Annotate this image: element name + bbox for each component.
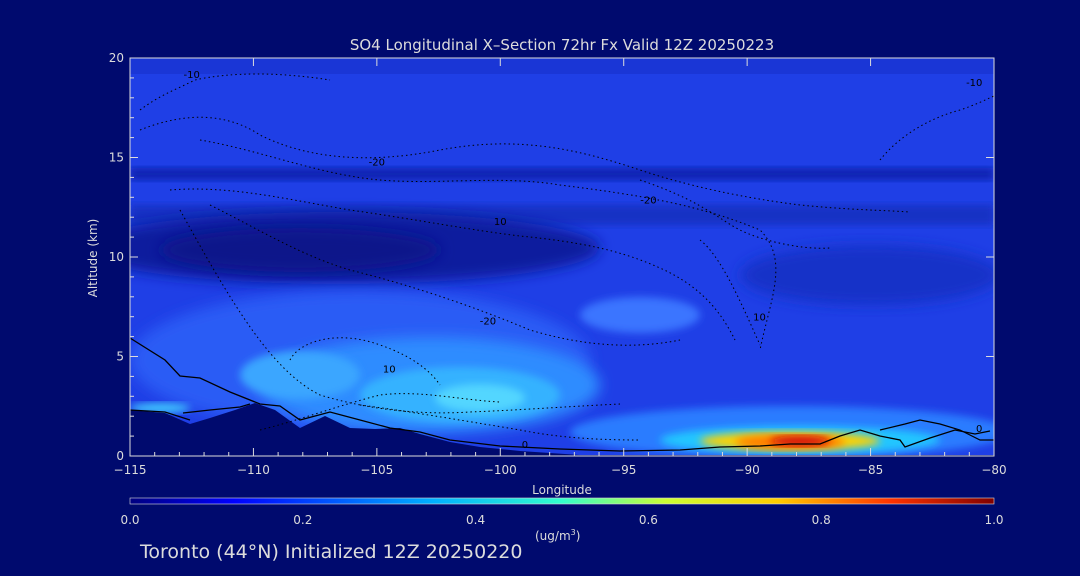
- contour-label: -20: [640, 195, 656, 206]
- x-tick-label: −85: [858, 463, 883, 477]
- colorbar-units: (ug/m3): [535, 528, 580, 543]
- contour-label: 10: [753, 313, 766, 324]
- y-tick-label: 0: [116, 449, 124, 463]
- contour-label: -20: [480, 317, 496, 328]
- contour-label: -10: [184, 70, 200, 81]
- chart-title: SO4 Longitudinal X–Section 72hr Fx Valid…: [350, 36, 774, 54]
- contour-label: 0: [522, 440, 528, 451]
- colorbar-tick-label: 0.2: [293, 513, 312, 527]
- terrain: [130, 403, 994, 456]
- colorbar-tick-label: 0.4: [466, 513, 485, 527]
- colorbar-tick-label: 1.0: [984, 513, 1003, 527]
- x-tick-label: −105: [360, 463, 393, 477]
- y-axis: 0 5 10 15 20: [109, 51, 994, 463]
- x-axis: −115 −110 −105 −100 −95 −90 −85 −80: [114, 58, 1007, 477]
- x-tick-label: −115: [114, 463, 147, 477]
- y-tick-label: 15: [109, 151, 124, 165]
- x-tick-label: −110: [237, 463, 270, 477]
- x-tick-label: −95: [611, 463, 636, 477]
- colorbar-ticks: 0.0 0.2 0.4 0.6 0.8 1.0: [120, 513, 1003, 527]
- colorbar-tick-label: 0.0: [120, 513, 139, 527]
- x-tick-label: −80: [981, 463, 1006, 477]
- y-axis-label: Altitude (km): [86, 219, 100, 298]
- contour-label: 10: [494, 217, 507, 228]
- footer-initialized: Toronto (44°N) Initialized 12Z 20250220: [140, 541, 523, 563]
- contour-label: -20: [369, 157, 385, 168]
- y-tick-label: 10: [109, 250, 124, 264]
- colorbar-tick-label: 0.8: [812, 513, 831, 527]
- y-tick-label: 5: [116, 350, 124, 364]
- x-tick-label: −90: [734, 463, 759, 477]
- y-tick-label: 20: [109, 51, 124, 65]
- x-tick-label: −100: [484, 463, 517, 477]
- contour-label: -10: [966, 78, 982, 89]
- colorbar-tick-label: 0.6: [639, 513, 658, 527]
- contour-label: 10: [383, 364, 396, 375]
- contour-label: 0: [976, 424, 982, 435]
- colorbar: [129, 497, 995, 505]
- concentration-field: -10 -20 -20 10 -20 10 10 0 -10 0: [130, 58, 994, 456]
- x-axis-label: Longitude: [532, 483, 592, 497]
- contour-labels: -10 -20 -20 10 -20 10 10 0 -10 0: [184, 70, 983, 451]
